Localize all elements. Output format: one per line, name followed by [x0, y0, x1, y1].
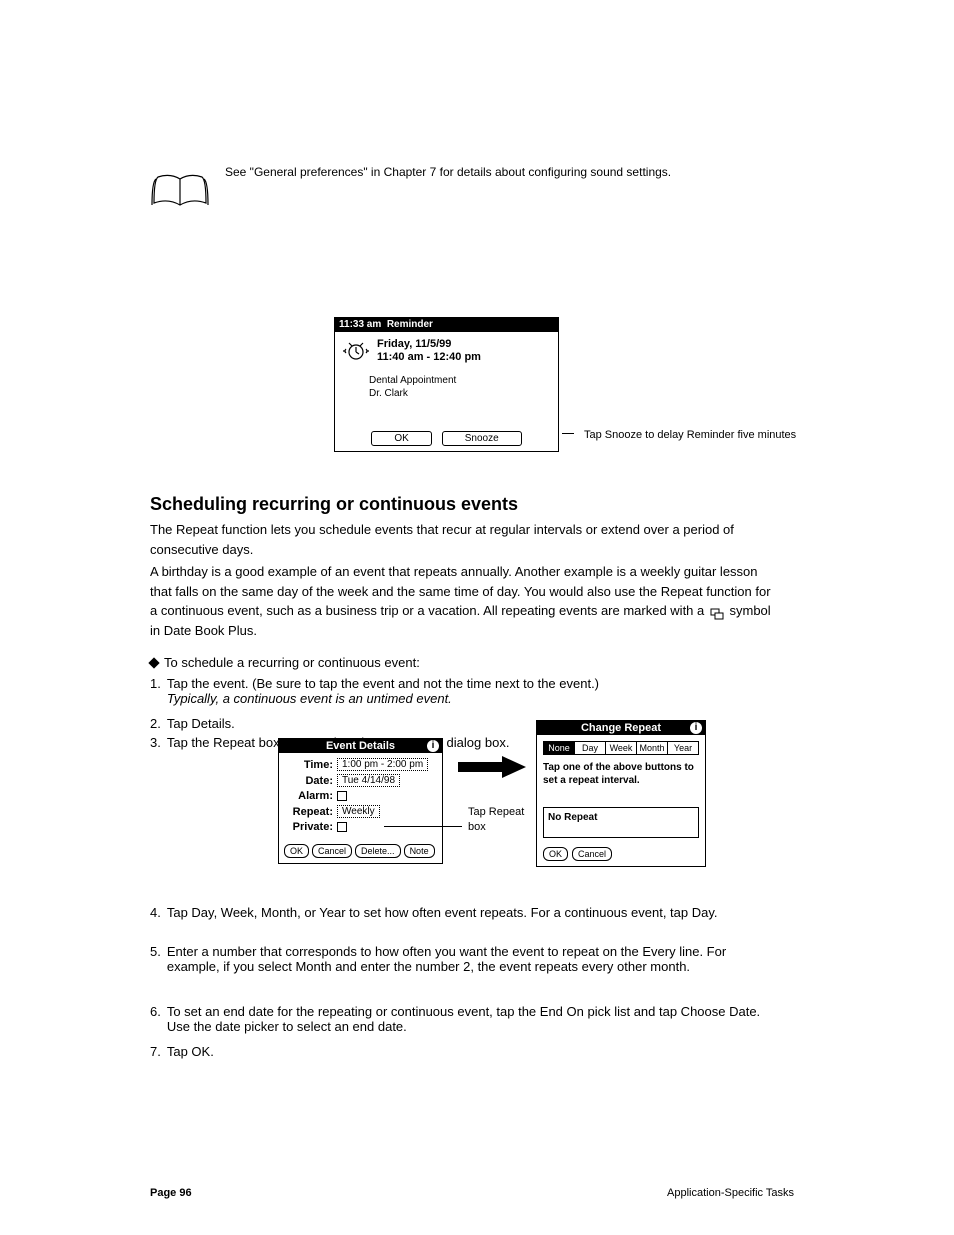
reminder-desc-line1: Dental Appointment [369, 374, 558, 387]
alarm-clock-icon [343, 340, 369, 362]
paragraph-2a: A birthday is a good example of an event… [150, 564, 771, 618]
change-repeat-title-text: Change Repeat [581, 722, 661, 734]
procedure-title-text: To schedule a recurring or continuous ev… [164, 655, 420, 670]
step-1-text: Tap the event. (Be sure to tap the event… [167, 676, 599, 691]
snooze-button[interactable]: Snooze [442, 431, 522, 446]
callout-line [384, 826, 462, 827]
section-heading: Scheduling recurring or continuous event… [150, 494, 518, 515]
cancel-button[interactable]: Cancel [572, 847, 612, 861]
ok-button[interactable]: OK [371, 431, 431, 446]
reminder-title: 11:33 am Reminder [335, 318, 558, 332]
info-icon[interactable]: i [690, 722, 702, 734]
procedure-title: To schedule a recurring or continuous ev… [150, 655, 420, 670]
event-details-title: Event Details i [279, 739, 442, 753]
delete-button[interactable]: Delete... [355, 844, 401, 858]
reminder-date: Friday, 11/5/99 [377, 338, 481, 351]
step-5: 5. Enter a number that corresponds to ho… [150, 944, 780, 974]
paragraph-2: A birthday is a good example of an event… [150, 562, 780, 640]
step-2-text: Tap Details. [167, 716, 235, 731]
repeat-field[interactable]: Weekly [337, 805, 380, 818]
event-title-text: Event Details [326, 740, 395, 752]
step-4: 4. Tap Day, Week, Month, or Year to set … [150, 905, 780, 920]
ok-button[interactable]: OK [543, 847, 568, 861]
reminder-desc-line2: Dr. Clark [369, 387, 558, 400]
change-repeat-title: Change Repeat i [537, 721, 705, 735]
repeat-hint: Tap one of the above buttons to set a re… [543, 761, 699, 787]
reminder-time-range: 11:40 am - 12:40 pm [377, 351, 481, 364]
tab-week[interactable]: Week [606, 742, 637, 754]
tab-year[interactable]: Year [668, 742, 698, 754]
private-checkbox[interactable] [337, 822, 347, 832]
step-2: 2. Tap Details. [150, 716, 235, 731]
date-label: Date: [285, 775, 333, 787]
reminder-time-stamp: 11:33 am [339, 319, 381, 330]
step-1: 1. Tap the event. (Be sure to tap the ev… [150, 676, 780, 706]
alarm-checkbox[interactable] [337, 791, 347, 801]
step-6: 6. To set an end date for the repeating … [150, 1004, 780, 1034]
change-repeat-dialog: Change Repeat i None Day Week Month Year… [536, 720, 706, 867]
paragraph-1: The Repeat function lets you schedule ev… [150, 520, 780, 559]
step-4-text: Tap Day, Week, Month, or Year to set how… [167, 905, 718, 920]
repeat-icon [710, 606, 724, 618]
step-6-text: To set an end date for the repeating or … [167, 1004, 780, 1034]
reminder-dialog: 11:33 am Reminder Friday, 11/5/99 11:40 … [334, 317, 559, 452]
repeat-annotation: Tap Repeat box [468, 805, 540, 836]
footer-section: Application-Specific Tasks [667, 1187, 794, 1199]
info-icon[interactable]: i [427, 740, 439, 752]
handbook-icon [150, 165, 212, 215]
alarm-label: Alarm: [285, 790, 333, 802]
cancel-button[interactable]: Cancel [312, 844, 352, 858]
private-label: Private: [285, 821, 333, 833]
tab-day[interactable]: Day [575, 742, 606, 754]
repeat-status: No Repeat [543, 807, 699, 838]
callout-line [562, 433, 574, 434]
reminder-description: Dental Appointment Dr. Clark [369, 374, 558, 400]
step-5-text: Enter a number that corresponds to how o… [167, 944, 780, 974]
footer-page: Page 96 [150, 1187, 192, 1199]
event-details-dialog: Event Details i Time: 1:00 pm - 2:00 pm … [278, 738, 443, 864]
time-field[interactable]: 1:00 pm - 2:00 pm [337, 758, 428, 771]
step-7: 7. Tap OK. [150, 1044, 214, 1059]
snooze-annotation: Tap Snooze to delay Reminder five minute… [584, 428, 796, 443]
time-label: Time: [285, 759, 333, 771]
handbook-note: See "General preferences" in Chapter 7 f… [225, 163, 671, 181]
step-1-note: Typically, a continuous event is an unti… [167, 691, 452, 706]
step-7-text: Tap OK. [167, 1044, 214, 1059]
arrow-icon [458, 756, 526, 778]
reminder-title-text: Reminder [387, 319, 433, 330]
tab-month[interactable]: Month [637, 742, 668, 754]
ok-button[interactable]: OK [284, 844, 309, 858]
tab-none[interactable]: None [544, 742, 575, 754]
note-button[interactable]: Note [404, 844, 435, 858]
repeat-label: Repeat: [285, 806, 333, 818]
repeat-tabs: None Day Week Month Year [543, 741, 699, 755]
date-field[interactable]: Tue 4/14/98 [337, 774, 400, 787]
